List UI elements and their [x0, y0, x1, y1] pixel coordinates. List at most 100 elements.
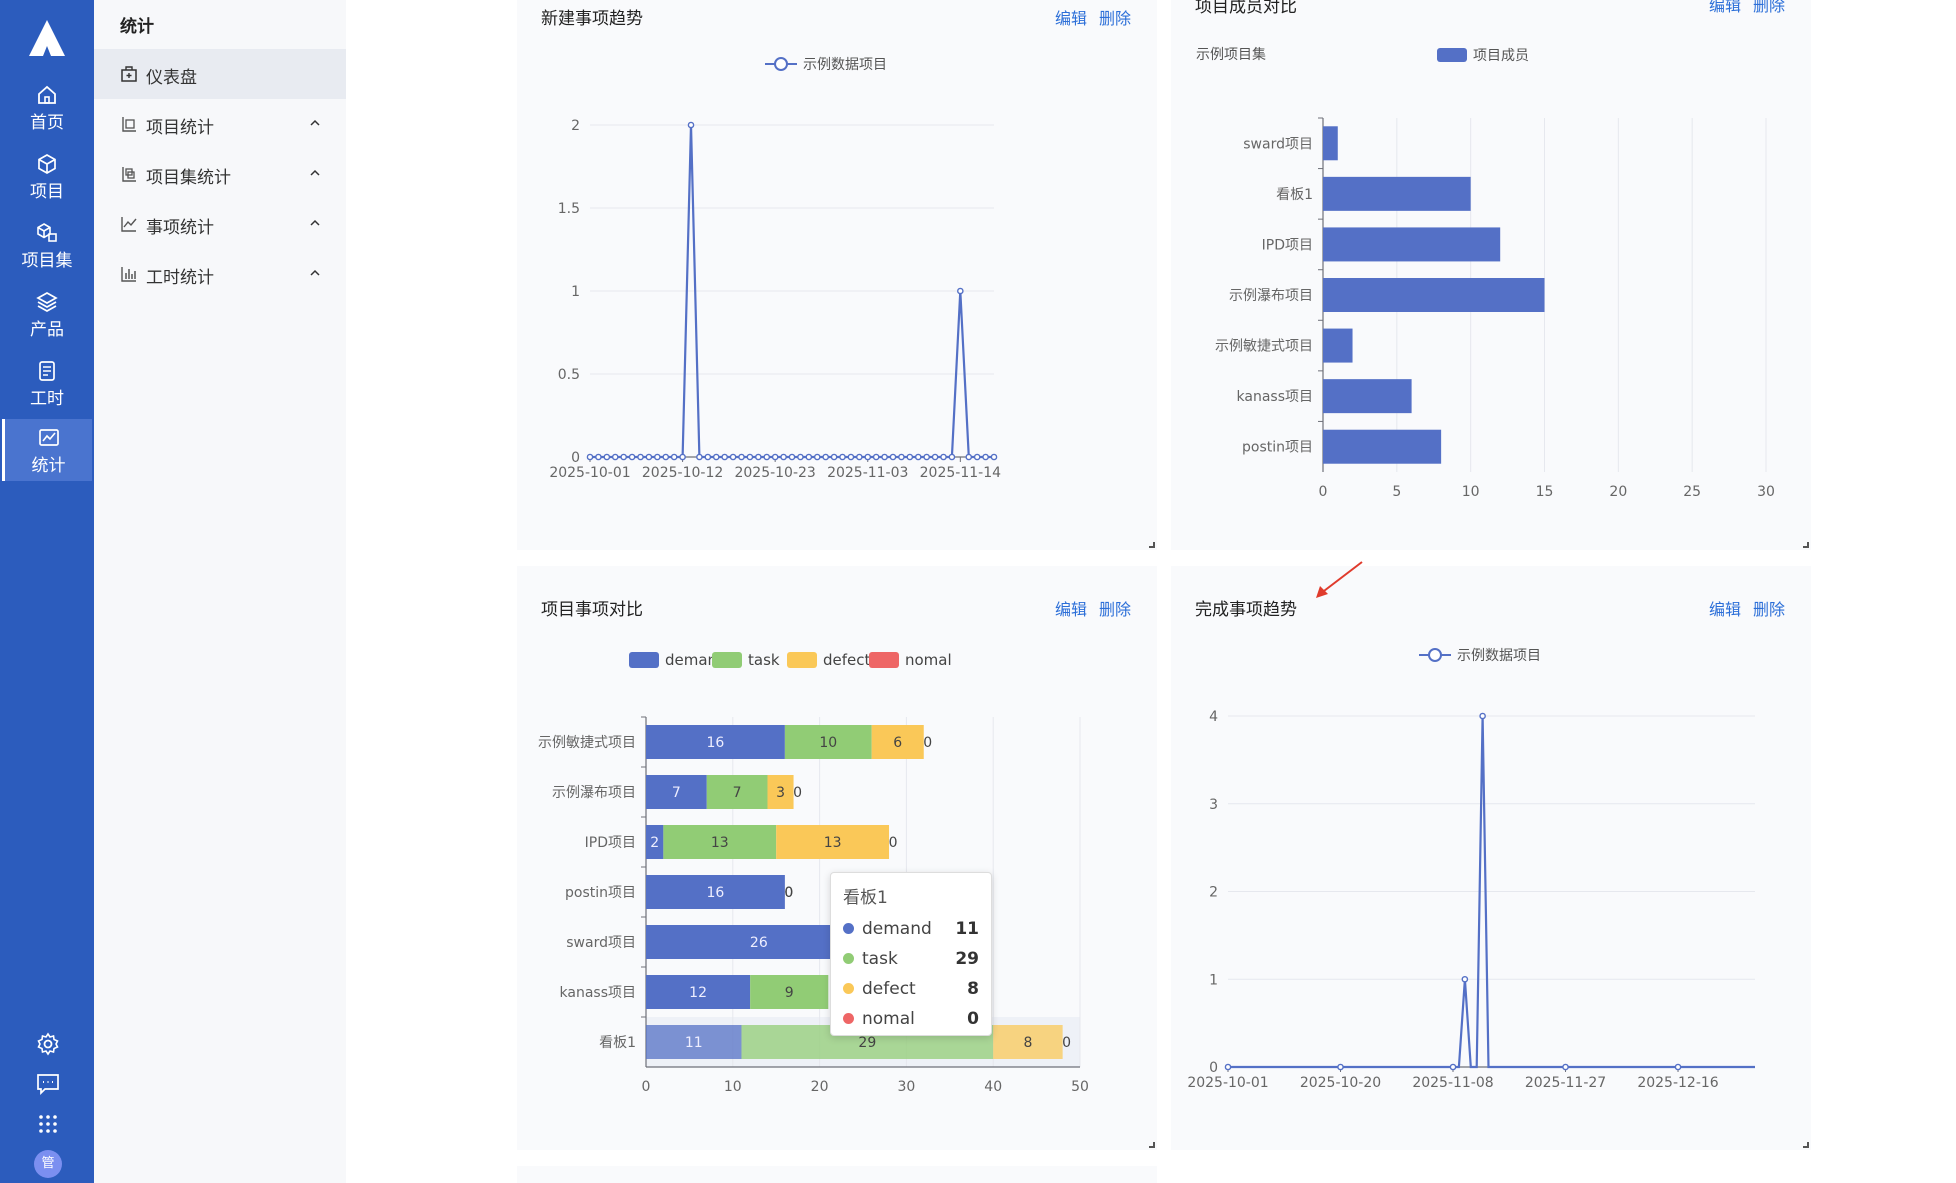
- chart-card-member-compare: 项目成员对比 编辑 删除 示例项目集 项目成员 0 5 10 15 20 25 30 sward项…: [1171, 0, 1811, 550]
- nav-item-statistics[interactable]: 统计: [2, 419, 92, 481]
- bar: [1323, 379, 1412, 414]
- legend-marker: [1428, 648, 1442, 662]
- legend-marker: [787, 652, 817, 668]
- sidebar-item-label: 项目统计: [146, 118, 214, 138]
- nav-item-project-set[interactable]: 项目集: [2, 222, 92, 284]
- nav-item-worktime[interactable]: 工时: [2, 360, 92, 422]
- data-point: [872, 453, 880, 461]
- tooltip-row: task 29: [843, 944, 979, 974]
- x-tick-label: 25: [1683, 484, 1701, 500]
- chevron-up-icon[interactable]: [308, 166, 322, 180]
- chevron-up-icon[interactable]: [308, 216, 322, 230]
- message-button[interactable]: [36, 1072, 60, 1100]
- bar-segment: [871, 725, 924, 759]
- y-tick-label: 2: [571, 118, 580, 134]
- y-tick-label: sward项目: [1243, 136, 1313, 152]
- app-logo[interactable]: [27, 18, 67, 58]
- x-tick-label: 15: [1536, 484, 1554, 500]
- x-tick-label: 2025-10-23: [734, 465, 815, 481]
- tooltip-dot: [843, 953, 854, 964]
- bar-segment: [663, 825, 777, 859]
- sidebar-item-project-stats[interactable]: 项目统计: [94, 99, 346, 149]
- data-label: 12: [689, 985, 707, 1001]
- home-icon: [38, 85, 56, 104]
- x-tick-label: 2025-10-01: [1187, 1075, 1268, 1091]
- y-tick-label: IPD项目: [1262, 237, 1313, 253]
- nav-item-home[interactable]: 首页: [2, 84, 92, 146]
- edit-button[interactable]: 编辑: [1709, 600, 1742, 619]
- y-tick-label: 1: [571, 284, 580, 300]
- tooltip-series-name: defect: [862, 979, 916, 999]
- bar-segment: [784, 725, 872, 759]
- resize-handle[interactable]: [1803, 542, 1809, 548]
- nav-item-project[interactable]: 项目: [2, 153, 92, 215]
- report-stack-icon: [122, 167, 136, 182]
- data-point: [1224, 1063, 1232, 1071]
- nav-item-label: 首页: [30, 113, 64, 133]
- data-point: [830, 453, 838, 461]
- data-point: [1449, 1063, 1457, 1071]
- sidebar-item-dashboard[interactable]: 仪表盘: [94, 49, 346, 99]
- data-point: [729, 453, 737, 461]
- sidebar-item-issue-stats[interactable]: 事项统计: [94, 199, 346, 249]
- x-tick-label: 50: [1071, 1079, 1089, 1095]
- bar: [1323, 278, 1545, 312]
- tooltip-value: 29: [955, 949, 979, 969]
- data-point: [965, 453, 973, 461]
- data-point: [923, 453, 930, 461]
- tooltip-series-name: demand: [862, 919, 932, 939]
- resize-handle[interactable]: [1149, 542, 1155, 548]
- x-tick-label: 0: [1319, 484, 1328, 500]
- delete-button[interactable]: 删除: [1753, 600, 1786, 619]
- app-nav-rail: 首页 项目 项目集 产品 工时 统计 管: [0, 0, 94, 1183]
- data-label: 16: [707, 735, 725, 751]
- y-tick-label: postin项目: [1242, 440, 1313, 456]
- y-tick-label: 1.5: [558, 201, 580, 217]
- apps-button[interactable]: [38, 1114, 58, 1138]
- data-label: 0: [1062, 1035, 1071, 1051]
- data-point: [940, 453, 947, 461]
- data-label: 8: [1023, 1035, 1032, 1051]
- x-tick-label: 2025-11-03: [827, 465, 908, 481]
- tooltip-dot: [843, 923, 854, 934]
- data-point: [670, 453, 678, 461]
- data-label: 29: [858, 1035, 876, 1051]
- bar: [1323, 429, 1442, 464]
- sidebar-item-worktime-stats[interactable]: 工时统计: [94, 249, 346, 299]
- sidebar-item-label: 仪表盘: [146, 68, 197, 88]
- avatar[interactable]: 管: [34, 1150, 62, 1178]
- chart-card-done-issue-trend: 完成事项趋势 编辑 删除 示例数据项目 0 1 2 3 4 2025-10-01 2025-1…: [1171, 566, 1811, 1150]
- delete-button[interactable]: 删除: [1099, 9, 1132, 28]
- report-icon: [122, 117, 136, 132]
- edit-button[interactable]: 编辑: [1055, 9, 1088, 28]
- data-label: 0: [889, 835, 898, 851]
- x-tick-label: 10: [724, 1079, 742, 1095]
- delete-button[interactable]: 删除: [1753, 0, 1786, 15]
- x-tick-label: 20: [811, 1079, 829, 1095]
- x-tick-label: 2025-11-08: [1412, 1075, 1493, 1091]
- delete-button[interactable]: 删除: [1099, 600, 1132, 619]
- y-tick-label: 0: [571, 450, 580, 466]
- edit-button[interactable]: 编辑: [1055, 600, 1088, 619]
- series-line: [1228, 715, 1755, 1069]
- x-tick-label: 10: [1462, 484, 1480, 500]
- x-tick-label: 20: [1609, 484, 1627, 500]
- data-label: 6: [893, 735, 902, 751]
- settings-button[interactable]: [36, 1032, 60, 1060]
- nav-item-product[interactable]: 产品: [2, 291, 92, 353]
- tooltip-title: 看板1: [843, 888, 888, 908]
- data-point: [712, 453, 720, 461]
- data-point: [738, 453, 745, 461]
- bar: [1323, 328, 1353, 363]
- tooltip-value: 11: [955, 919, 979, 939]
- data-label: 13: [711, 835, 729, 851]
- chart-icon: [38, 429, 59, 446]
- resize-handle[interactable]: [1803, 1142, 1809, 1148]
- edit-button[interactable]: 编辑: [1709, 0, 1742, 15]
- data-label: 3: [776, 785, 785, 801]
- sidebar-item-project-set-stats[interactable]: 项目集统计: [94, 149, 346, 199]
- chevron-up-icon[interactable]: [308, 266, 322, 280]
- bar: [1323, 227, 1501, 262]
- resize-handle[interactable]: [1149, 1142, 1155, 1148]
- chevron-up-icon[interactable]: [308, 116, 322, 130]
